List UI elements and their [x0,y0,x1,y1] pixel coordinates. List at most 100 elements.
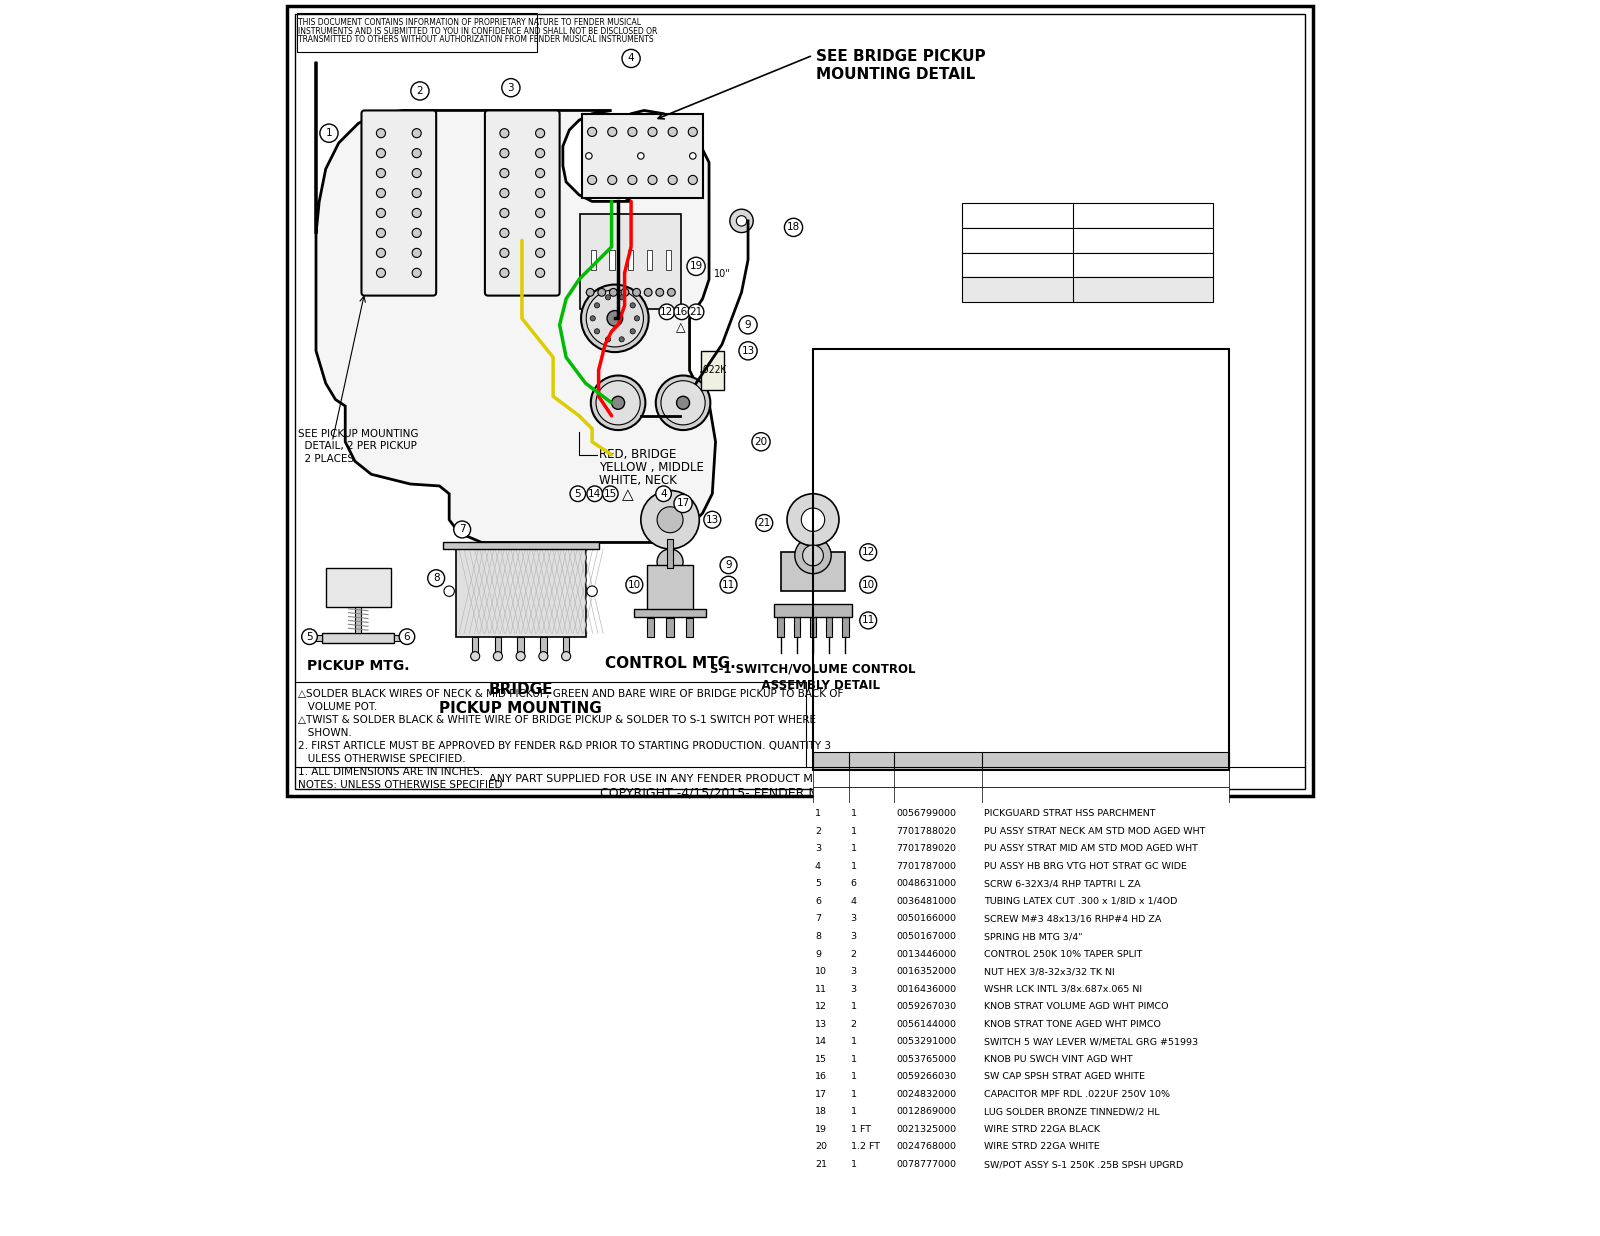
Circle shape [608,176,616,184]
Bar [813,753,1229,770]
Text: 1. ALL DIMENSIONS ARE IN INCHES.: 1. ALL DIMENSIONS ARE IN INCHES. [299,766,483,776]
Circle shape [536,229,544,237]
Circle shape [413,148,421,158]
Text: COPYRIGHT -4/15/2015- FENDER MUSICAL INSTRUMENTS CORP.: COPYRIGHT -4/15/2015- FENDER MUSICAL INS… [600,786,1000,800]
Bar [813,770,1229,787]
Bar [634,609,706,617]
Text: SEE PICKUP MOUNTING
  DETAIL, 2 PER PICKUP
  2 PLACES: SEE PICKUP MOUNTING DETAIL, 2 PER PICKUP… [299,429,419,464]
Bar [813,875,1229,892]
Text: 1.2 FT: 1.2 FT [851,1142,880,1152]
Bar [813,822,1229,840]
Text: 9: 9 [814,949,821,959]
Text: 21: 21 [758,518,771,528]
Text: 1: 1 [851,1002,856,1011]
Text: 5: 5 [574,488,581,499]
Bar [629,250,634,269]
Circle shape [413,168,421,178]
Circle shape [619,336,624,342]
Bar [563,637,570,653]
Circle shape [499,268,509,277]
Bar [666,250,670,269]
Bar [813,946,1229,963]
Bar [963,227,1213,252]
Text: 3: 3 [851,985,856,994]
Text: 0056144000: 0056144000 [896,1020,957,1028]
Text: CONTROL 250K 10% TAPER SPLIT: CONTROL 250K 10% TAPER SPLIT [984,949,1142,959]
Circle shape [637,153,645,159]
Circle shape [688,304,704,320]
Text: 0013446000: 0013446000 [896,949,957,959]
Text: 6: 6 [851,879,856,889]
Circle shape [859,612,877,629]
Bar [648,565,693,611]
Circle shape [619,294,624,300]
Bar [312,635,323,641]
Text: SCREW M#3 48x13/16 RHP#4 HD ZA: SCREW M#3 48x13/16 RHP#4 HD ZA [984,915,1162,923]
Circle shape [411,82,429,100]
Text: 0053291000: 0053291000 [896,1037,957,1046]
Circle shape [690,153,696,159]
Circle shape [658,549,683,575]
Circle shape [536,209,544,218]
Bar [813,980,1229,997]
Text: 1: 1 [326,129,333,138]
Circle shape [669,176,677,184]
Circle shape [674,304,690,320]
Text: 1: 1 [851,827,856,836]
Text: 7708182000: 7708182000 [966,210,1037,221]
Circle shape [603,486,618,502]
Circle shape [398,629,414,644]
Text: 7: 7 [459,524,466,534]
Circle shape [656,288,664,297]
Text: PICKGUARD STRAT HSS PARCHMENT: PICKGUARD STRAT HSS PARCHMENT [984,810,1155,818]
Circle shape [376,168,386,178]
Circle shape [376,229,386,237]
Bar [826,617,832,637]
Text: WIRE STRD 22GA WHITE: WIRE STRD 22GA WHITE [984,1142,1099,1152]
Text: SEE BRIDGE PICKUP
MOUNTING DETAIL: SEE BRIDGE PICKUP MOUNTING DETAIL [816,48,986,83]
FancyBboxPatch shape [362,110,437,295]
Bar [813,805,1229,822]
Bar [582,114,702,198]
Text: 0050167000: 0050167000 [896,932,957,941]
Circle shape [536,189,544,198]
Bar [813,1016,1229,1033]
Circle shape [427,570,445,587]
Text: SCRW 6-32X3/4 RHP TAPTRI L ZA: SCRW 6-32X3/4 RHP TAPTRI L ZA [984,879,1141,889]
Text: SW CAP SPSH STRAT AGED WHITE: SW CAP SPSH STRAT AGED WHITE [984,1073,1146,1082]
Circle shape [648,176,658,184]
Circle shape [413,248,421,257]
Text: ULESS OTHERWISE SPECIFIED.: ULESS OTHERWISE SPECIFIED. [299,754,466,764]
Text: 0016352000: 0016352000 [896,967,957,976]
Text: 7701788020: 7701788020 [896,827,957,836]
Text: PART NO.: PART NO. [896,756,950,766]
Text: 9: 9 [744,320,752,330]
Text: 16: 16 [814,1073,827,1082]
Circle shape [730,209,754,232]
Bar [813,1068,1229,1085]
Polygon shape [315,62,715,543]
Circle shape [376,129,386,137]
Bar [701,351,723,389]
Circle shape [570,486,586,502]
Circle shape [736,216,747,226]
Circle shape [659,304,675,320]
Circle shape [587,586,597,597]
Text: 1: 1 [851,861,856,871]
Text: WHITE, NECK: WHITE, NECK [598,475,677,487]
Circle shape [688,176,698,184]
Text: 0012869000: 0012869000 [896,1107,957,1116]
Circle shape [677,397,690,409]
Circle shape [648,127,658,136]
Bar [666,618,674,637]
Text: 3: 3 [851,915,856,923]
Text: 13: 13 [814,1020,827,1028]
Text: 1: 1 [851,1073,856,1082]
Circle shape [661,381,706,425]
Bar [323,633,394,643]
Circle shape [784,219,803,236]
Text: 4: 4 [627,53,634,63]
Text: 11: 11 [814,985,827,994]
Bar [813,1051,1229,1068]
Circle shape [667,288,675,297]
